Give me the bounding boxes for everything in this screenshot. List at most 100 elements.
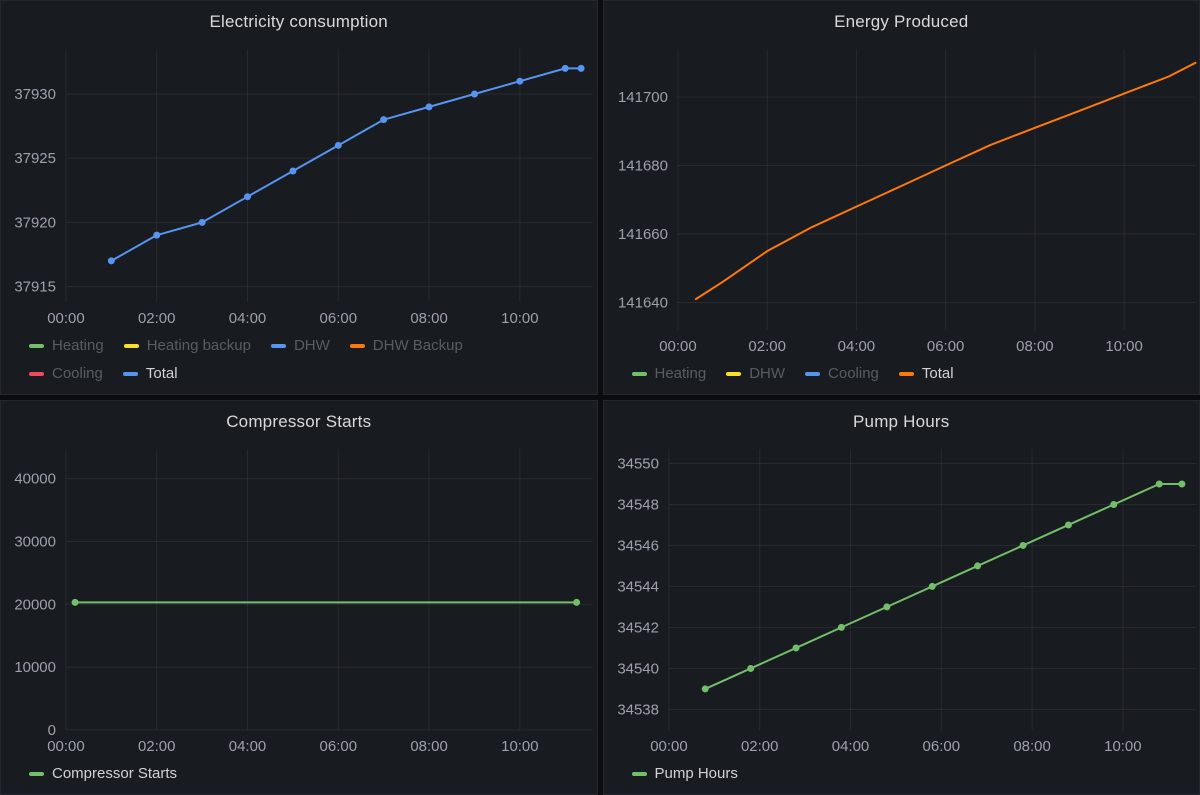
x-tick-label: 06:00 — [320, 738, 357, 755]
panel-title[interactable]: Energy Produced — [834, 12, 969, 31]
series-line-pump-hours — [703, 482, 1183, 690]
x-tick-label: 06:00 — [320, 310, 357, 327]
data-point[interactable] — [973, 562, 981, 570]
data-point[interactable] — [577, 64, 585, 72]
y-tick-label: 34546 — [617, 537, 659, 554]
legend-label: Pump Hours — [654, 765, 738, 782]
data-point[interactable] — [334, 141, 342, 149]
chart-area[interactable]: 0 10000 20000 30000 40000 00:00 02:00 04:00 06:0… — [1, 441, 597, 760]
x-tick-label: 08:00 — [1016, 338, 1053, 355]
chart-svg[interactable]: 34538 34540 34542 34544 34546 34548 34550 00:00… — [604, 441, 1200, 760]
y-tick-label: 20000 — [14, 596, 56, 613]
x-tick-label: 10:00 — [1104, 738, 1141, 755]
chart-area[interactable]: 34538 34540 34542 34544 34546 34548 34550 00:00… — [604, 441, 1200, 760]
data-point[interactable] — [1019, 541, 1027, 549]
legend-swatch-icon — [898, 371, 914, 376]
legend-row: Heating Heating backup DHW DHW Backup — [29, 334, 587, 357]
legend-item-pump-hours[interactable]: Pump Hours — [631, 765, 738, 782]
panel-title[interactable]: Electricity consumption — [209, 12, 388, 31]
legend-item-total[interactable]: Total — [122, 365, 178, 382]
data-point[interactable] — [198, 218, 206, 226]
x-tick-label: 06:00 — [926, 338, 963, 355]
x-tick-label: 04:00 — [229, 738, 266, 755]
x-tick-label: 04:00 — [837, 338, 874, 355]
data-point[interactable] — [289, 167, 297, 175]
gridlines — [65, 449, 593, 731]
legend-item-dhw-backup[interactable]: DHW Backup — [349, 337, 463, 354]
chart-area[interactable]: 141640 141660 141680 141700 00:00 02:00 04:00 0… — [604, 41, 1200, 360]
legend-swatch-icon — [29, 771, 44, 776]
panel-title[interactable]: Pump Hours — [853, 412, 950, 431]
panel-title[interactable]: Compressor Starts — [226, 412, 372, 431]
legend-swatch-icon — [29, 343, 44, 348]
legend-swatch-icon — [349, 343, 365, 348]
y-tick-label: 37915 — [14, 279, 56, 296]
legend-swatch-icon — [805, 371, 821, 376]
legend-row: Cooling Total — [29, 362, 587, 385]
legend-swatch-icon — [726, 371, 742, 376]
axis-labels: 0 10000 20000 30000 40000 00:00 02:00 04:00 06:0… — [14, 471, 538, 755]
legend-item-cooling[interactable]: Cooling — [805, 365, 879, 382]
gridlines — [676, 49, 1196, 330]
legend-label: DHW Backup — [372, 337, 463, 354]
legend-item-total[interactable]: Total — [898, 365, 954, 382]
chart-svg[interactable]: 37915 37920 37925 37930 00:00 02:00 04:00 06:00… — [1, 41, 597, 332]
axis-labels: 34538 34540 34542 34544 34546 34548 34550 00:00… — [617, 455, 1141, 754]
x-tick-label: 10:00 — [501, 310, 538, 327]
y-tick-label: 37920 — [14, 214, 56, 231]
data-point[interactable] — [71, 598, 79, 606]
data-point[interactable] — [243, 193, 251, 201]
data-point[interactable] — [380, 116, 388, 124]
legend: Heating Heating backup DHW DHW Backup Coolin… — [1, 332, 597, 394]
gridlines — [65, 49, 593, 302]
x-tick-label: 08:00 — [410, 738, 447, 755]
y-tick-label: 34550 — [617, 455, 659, 472]
x-tick-label: 08:00 — [1013, 738, 1050, 755]
legend-item-dhw[interactable]: DHW — [726, 365, 785, 382]
y-tick-label: 141640 — [617, 294, 667, 311]
data-point[interactable] — [153, 231, 161, 239]
y-tick-label: 34548 — [617, 496, 659, 513]
data-point[interactable] — [701, 685, 709, 693]
chart-svg[interactable]: 0 10000 20000 30000 40000 00:00 02:00 04:00 06:0… — [1, 441, 597, 760]
data-point[interactable] — [107, 257, 115, 265]
legend-item-heating-backup[interactable]: Heating backup — [123, 337, 251, 354]
data-point[interactable] — [573, 598, 581, 606]
y-tick-label: 37930 — [14, 86, 56, 103]
legend-label: Heating — [52, 337, 104, 354]
legend-item-heating[interactable]: Heating — [631, 365, 706, 382]
data-point[interactable] — [882, 603, 890, 611]
legend-item-compressor-starts[interactable]: Compressor Starts — [29, 765, 177, 782]
legend-item-heating[interactable]: Heating — [29, 337, 104, 354]
data-point[interactable] — [928, 582, 936, 590]
x-tick-label: 02:00 — [748, 338, 785, 355]
data-point[interactable] — [837, 623, 845, 631]
data-point[interactable] — [425, 103, 433, 111]
data-point[interactable] — [1109, 500, 1117, 508]
legend-row: Heating DHW Cooling Total — [631, 362, 1190, 385]
data-point[interactable] — [792, 644, 800, 652]
legend-label: DHW — [293, 337, 330, 354]
axis-labels: 141640 141660 141680 141700 00:00 02:00 04:00 0… — [617, 89, 1142, 355]
data-point[interactable] — [561, 64, 569, 72]
y-tick-label: 40000 — [14, 471, 56, 488]
y-tick-label: 34540 — [617, 660, 659, 677]
legend-label: Compressor Starts — [52, 765, 178, 782]
data-point[interactable] — [746, 664, 754, 672]
y-tick-label: 37925 — [14, 150, 56, 167]
legend-item-dhw[interactable]: DHW — [270, 337, 330, 354]
panel-energy-produced: Energy Produced 141640 141660 141680 141700… — [602, 0, 1200, 395]
data-point[interactable] — [471, 90, 478, 98]
legend-label: Heating backup — [146, 337, 251, 354]
data-point[interactable] — [1177, 480, 1185, 488]
legend-swatch-icon — [631, 371, 647, 376]
data-point[interactable] — [1155, 480, 1163, 488]
data-point[interactable] — [1064, 521, 1072, 529]
legend-label: DHW — [749, 365, 786, 382]
data-point[interactable] — [516, 77, 524, 85]
chart-area[interactable]: 37915 37920 37925 37930 00:00 02:00 04:00 06:00… — [1, 41, 597, 332]
panel-pump-hours: Pump Hours 34538 34540 34542 34544 34546 3454… — [602, 400, 1200, 795]
legend-item-cooling[interactable]: Cooling — [29, 365, 103, 382]
chart-svg[interactable]: 141640 141660 141680 141700 00:00 02:00 04:00 0… — [604, 41, 1200, 360]
